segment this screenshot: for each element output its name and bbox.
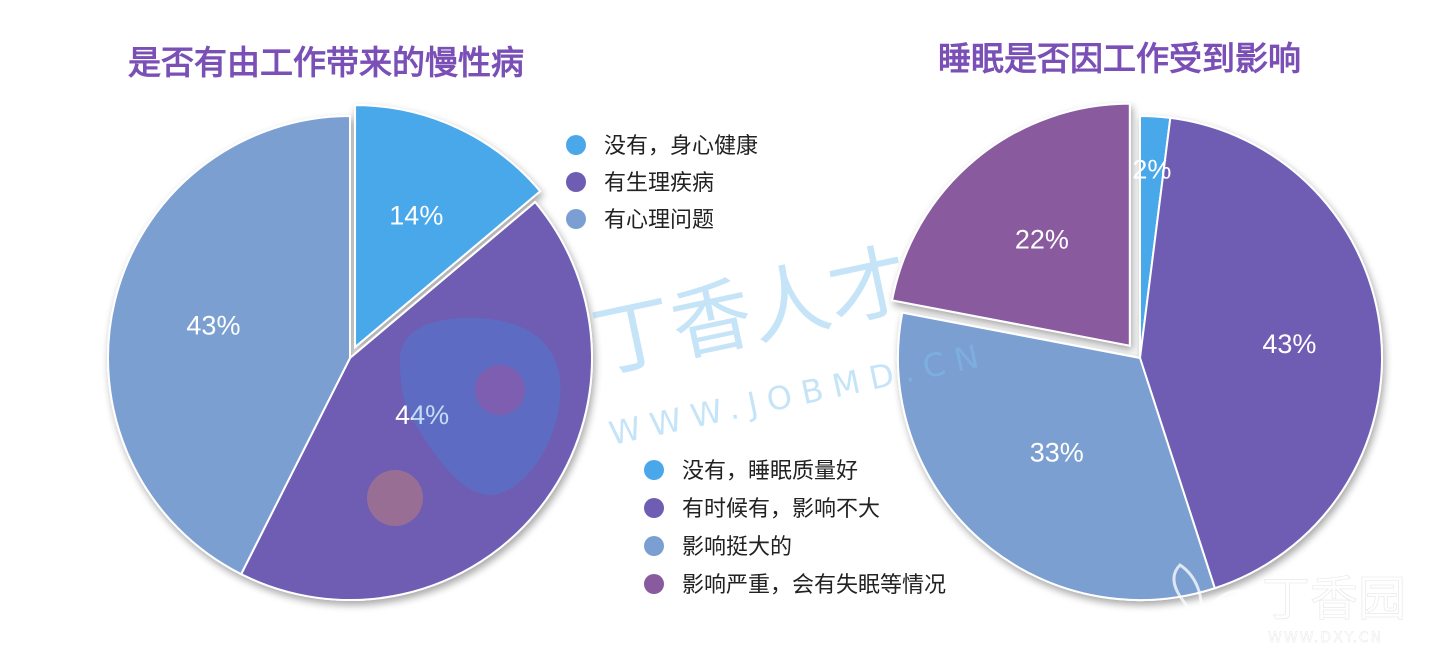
chart-1-slice-label: 44% [395,400,449,430]
watermark-corner-flower-icon [1149,563,1253,636]
chart-1: 是否有由工作带来的慢性病 14% 44% 43% 没有，身心健康 有生理疾病 有心理… [107,43,758,601]
chart-2-legend-label: 影响严重，会有失眠等情况 [682,573,946,598]
chart-1-legend-swatch [566,209,586,229]
chart-2-slice-label: 22% [1015,224,1069,254]
chart-2: 睡眠是否因工作受到影响 2% 43% 33% 22% 没有，睡眠质量好 有时候有，影响… [644,39,1383,601]
chart-2-title: 睡眠是否因工作受到影响 [938,39,1301,78]
chart-1-pie-slice [239,200,593,601]
chart-2-slice-labels: 2% 43% 33% 22% [1015,155,1317,468]
chart-1-pie-slice [354,104,542,350]
watermark-logo-icon [400,318,561,495]
chart-1-legend: 没有，身心健康 有生理疾病 有心理问题 [566,134,758,233]
chart-1-legend-label: 有心理问题 [604,208,714,233]
chart-2-legend-item: 影响挺大的 [644,535,792,560]
chart-2-legend-label: 没有，睡眠质量好 [682,459,858,484]
chart-1-legend-item: 有生理疾病 [566,171,714,196]
chart-2-slice-label: 33% [1030,437,1084,467]
chart-1-legend-swatch [566,172,586,192]
chart-2-legend-label: 影响挺大的 [682,535,792,560]
chart-2-legend-item: 没有，睡眠质量好 [644,459,858,484]
chart-2-pie-slice [1138,116,1383,590]
chart-2-legend-swatch [644,536,664,556]
chart-2-legend-swatch [644,574,664,594]
chart-1-title: 是否有由工作带来的慢性病 [128,43,524,82]
chart-2-pie-slice [890,102,1131,347]
chart-1-slice-label: 43% [186,311,240,341]
chart-1-legend-item: 有心理问题 [566,208,714,233]
chart-2-pie-slice [897,311,1217,601]
chart-1-legend-item: 没有，身心健康 [566,134,758,159]
chart-2-legend: 没有，睡眠质量好 有时候有，影响不大 影响挺大的 影响严重，会有失眠等情况 [644,459,946,598]
chart-1-legend-label: 没有，身心健康 [604,134,758,159]
chart-2-slice-label: 43% [1262,329,1316,359]
chart-2-legend-label: 有时候有，影响不大 [682,497,880,522]
chart-1-pie [107,104,593,601]
chart-2-legend-swatch [644,498,664,518]
chart-2-pie [890,102,1383,601]
chart-2-legend-item: 影响严重，会有失眠等情况 [644,573,946,598]
watermark-corner-url-text: WWW.DXY.CN [1268,630,1383,646]
watermark-corner: 丁香园 WWW.DXY.CN [1149,563,1406,646]
chart-1-pie-slice [107,114,351,576]
chart-1-slice-label: 14% [389,200,443,230]
chart-2-legend-swatch [644,460,664,480]
chart-1-legend-swatch [566,135,586,155]
watermark-logo-dot-icon [367,470,423,526]
chart-1-legend-label: 有生理疾病 [604,171,714,196]
chart-2-slice-label: 2% [1132,155,1171,185]
watermark-logo-dot-icon [475,365,525,415]
chart-2-legend-item: 有时候有，影响不大 [644,497,880,522]
watermark-corner-main-text: 丁香园 [1262,571,1406,627]
chart-1-slice-labels: 14% 44% 43% [186,200,449,430]
